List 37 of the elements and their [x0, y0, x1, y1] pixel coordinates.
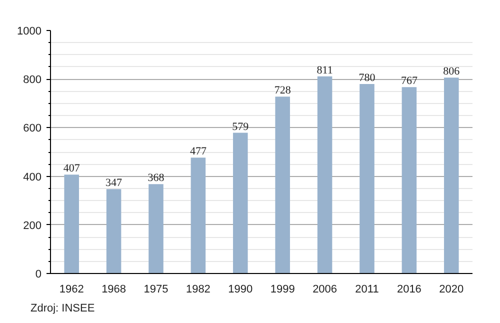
x-tick-label: 2016	[396, 284, 422, 296]
x-tick-label: 2011	[355, 284, 379, 296]
bar	[106, 189, 122, 274]
data-label: 806	[443, 66, 460, 78]
x-tick-label: 2020	[439, 284, 464, 296]
data-label: 407	[63, 162, 80, 175]
x-tick-label: 1975	[144, 284, 168, 296]
data-label: 477	[190, 146, 207, 158]
bar	[275, 96, 290, 274]
data-label: 811	[316, 64, 333, 76]
y-tick-label: 1000	[17, 26, 42, 38]
x-tick-label: 1968	[102, 284, 126, 296]
text: Zdroj: INSEE	[30, 302, 95, 314]
y-tick-label: 800	[23, 74, 42, 86]
x-tick-label: 1982	[186, 284, 210, 296]
data-label: 728	[274, 84, 292, 97]
data-label: 347	[106, 177, 123, 190]
data-label: 780	[358, 72, 376, 84]
bar	[317, 76, 332, 274]
x-tick-label: 1990	[228, 284, 253, 296]
x-tick-label: 2006	[312, 284, 338, 296]
bar	[148, 184, 164, 274]
bar	[190, 158, 206, 274]
y-tick-label: 0	[35, 268, 42, 280]
bar	[402, 87, 417, 274]
y-tick-label: 200	[23, 220, 42, 232]
y-tick-label: 600	[23, 122, 42, 135]
data-label: 368	[148, 172, 165, 184]
data-label: 767	[400, 75, 418, 88]
y-tick-label: 400	[23, 171, 42, 184]
data-label: 579	[232, 120, 250, 133]
bar	[444, 78, 459, 274]
x-tick-label: 1999	[270, 284, 295, 296]
x-tick-label: 1962	[59, 284, 84, 296]
bar	[233, 132, 248, 274]
bar	[360, 84, 374, 274]
bar	[64, 174, 79, 274]
